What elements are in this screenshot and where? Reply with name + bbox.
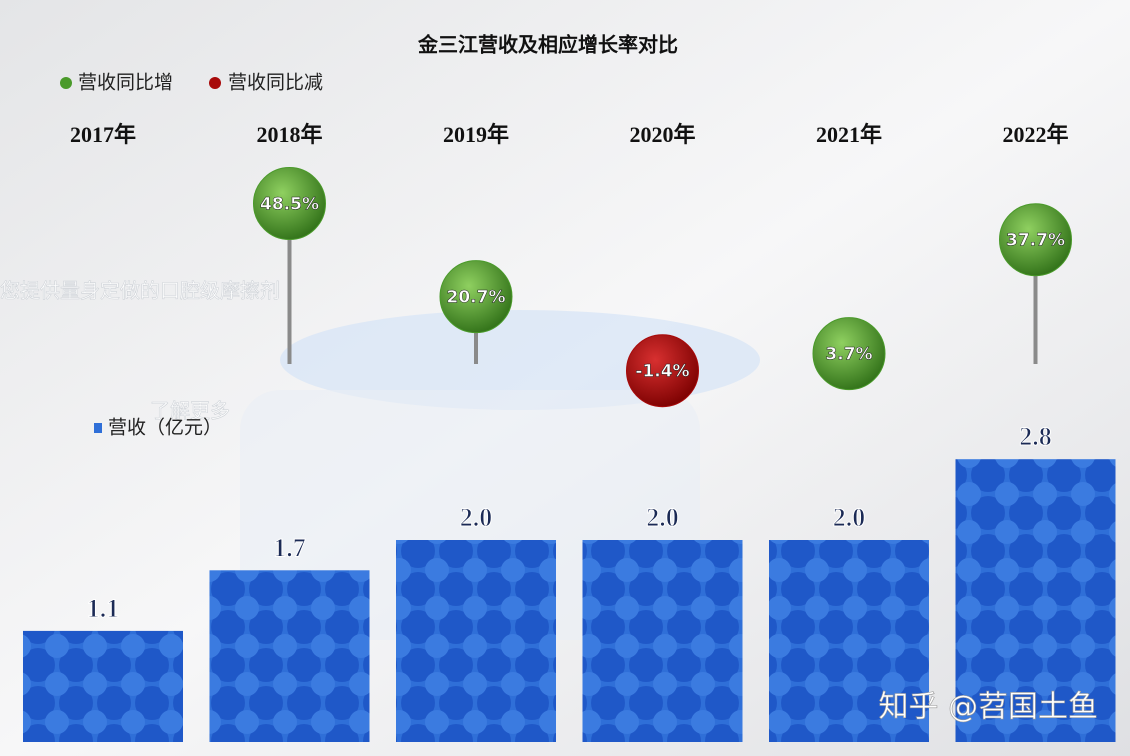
value-label: 20.7% xyxy=(447,288,506,308)
value-label: 2.0 xyxy=(833,503,866,532)
background-text[interactable]: 了解更多 xyxy=(150,398,231,423)
bar xyxy=(209,570,370,742)
value-label: 2.0 xyxy=(460,503,493,532)
legend-label: 营收同比增 xyxy=(78,72,173,94)
chart-title: 金三江营收及相应增长率对比 xyxy=(417,33,678,57)
legend-label: 营收同比减 xyxy=(228,72,323,94)
watermark: 知乎 @苕国土鱼 xyxy=(878,690,1098,725)
x-tick-label: 2020年 xyxy=(629,122,695,147)
bubble xyxy=(999,203,1072,277)
value-label: 1.7 xyxy=(273,533,306,562)
background-text: 您提供量身定做的口腔级摩擦剂 xyxy=(0,279,280,303)
legend-marker xyxy=(209,77,221,89)
x-tick-label: 2019年 xyxy=(443,122,509,147)
x-tick-label: 2022年 xyxy=(1002,122,1068,147)
legend-label: 营收（亿元） xyxy=(108,417,222,439)
legend-marker xyxy=(60,77,72,89)
value-label: 2.8 xyxy=(1019,422,1052,451)
bar xyxy=(23,630,183,742)
bar xyxy=(769,540,929,742)
bar xyxy=(396,540,556,742)
bubble xyxy=(812,317,886,391)
bar xyxy=(955,459,1116,742)
value-label: 1.1 xyxy=(87,594,120,623)
x-tick-label: 2021年 xyxy=(816,122,882,147)
value-label: -1.4% xyxy=(635,362,689,382)
x-tick-label: 2017年 xyxy=(70,122,136,147)
value-label: 3.7% xyxy=(825,345,872,365)
bubble xyxy=(253,167,326,241)
value-label: 48.5% xyxy=(260,195,319,215)
bubble xyxy=(439,260,513,334)
x-tick-label: 2018年 xyxy=(256,122,322,147)
value-label: 37.7% xyxy=(1006,231,1065,251)
legend-marker xyxy=(94,423,102,433)
bubble xyxy=(626,334,699,408)
bar xyxy=(582,540,743,742)
value-label: 2.0 xyxy=(646,503,679,532)
